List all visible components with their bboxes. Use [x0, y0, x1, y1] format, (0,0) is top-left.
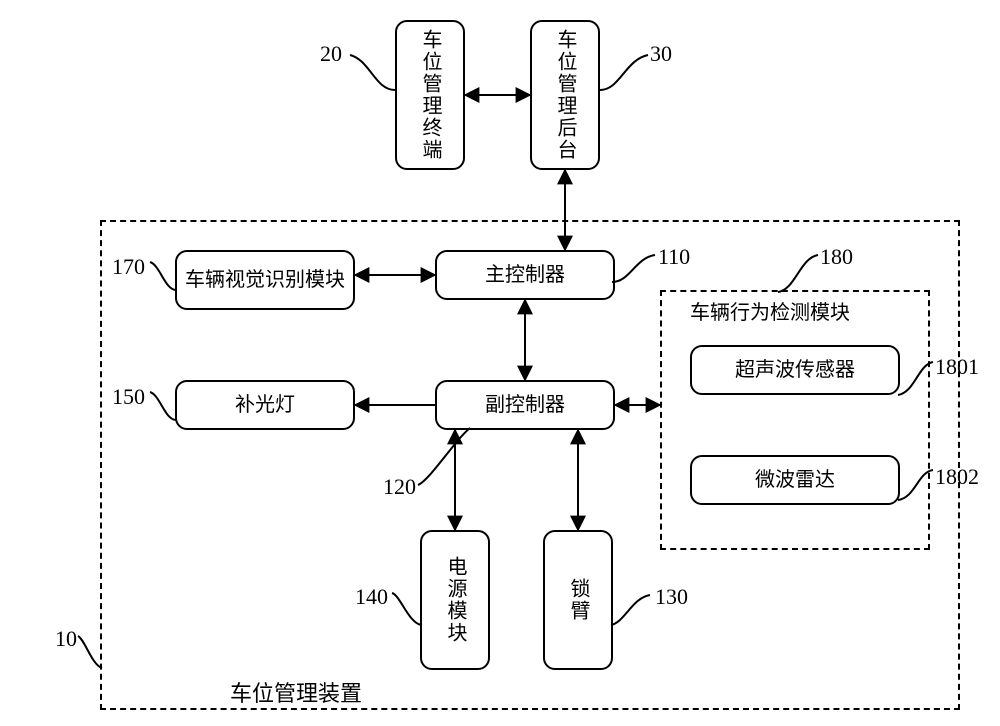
node-terminal: 车位管理终端: [395, 20, 465, 170]
ref-180: 180: [820, 244, 853, 270]
ref-120: 120: [383, 474, 416, 500]
ref-1802: 1802: [935, 464, 979, 490]
node-sub-label: 副控制器: [481, 388, 569, 422]
node-sub-controller: 副控制器: [435, 380, 615, 430]
node-visual-recognition: 车辆视觉识别模块: [175, 250, 355, 310]
ref-110: 110: [658, 244, 690, 270]
node-power-label: 电源模块: [438, 552, 472, 648]
ref-1801: 1801: [935, 354, 979, 380]
ref-150: 150: [112, 384, 145, 410]
node-fill-label: 补光灯: [231, 388, 299, 422]
detect-dashed-box: [660, 290, 930, 550]
node-lock-arm: 锁臂: [543, 530, 613, 670]
ref-170: 170: [112, 254, 145, 280]
node-microwave-radar: 微波雷达: [690, 455, 900, 505]
node-visual-label: 车辆视觉识别模块: [181, 263, 349, 297]
ref-20: 20: [320, 41, 342, 67]
node-backend: 车位管理后台: [530, 20, 600, 170]
ref-10: 10: [55, 626, 77, 652]
node-micro-label: 微波雷达: [751, 463, 839, 497]
node-fill-light: 补光灯: [175, 380, 355, 430]
node-lock-label: 锁臂: [561, 574, 595, 626]
ref-30: 30: [650, 41, 672, 67]
detect-box-title: 车辆行为检测模块: [690, 296, 850, 325]
node-terminal-label: 车位管理终端: [413, 25, 447, 165]
node-ultra-label: 超声波传感器: [731, 353, 859, 387]
node-main-label: 主控制器: [481, 258, 569, 292]
outer-box-title: 车位管理装置: [230, 676, 362, 708]
diagram-canvas: 车位管理装置 车辆行为检测模块 车位管理终端 车位管理后台 车辆视觉识别模块 主…: [0, 0, 1000, 726]
node-power-module: 电源模块: [420, 530, 490, 670]
ref-130: 130: [655, 584, 688, 610]
node-main-controller: 主控制器: [435, 250, 615, 300]
node-backend-label: 车位管理后台: [548, 25, 582, 165]
node-ultrasonic-sensor: 超声波传感器: [690, 345, 900, 395]
ref-140: 140: [355, 584, 388, 610]
